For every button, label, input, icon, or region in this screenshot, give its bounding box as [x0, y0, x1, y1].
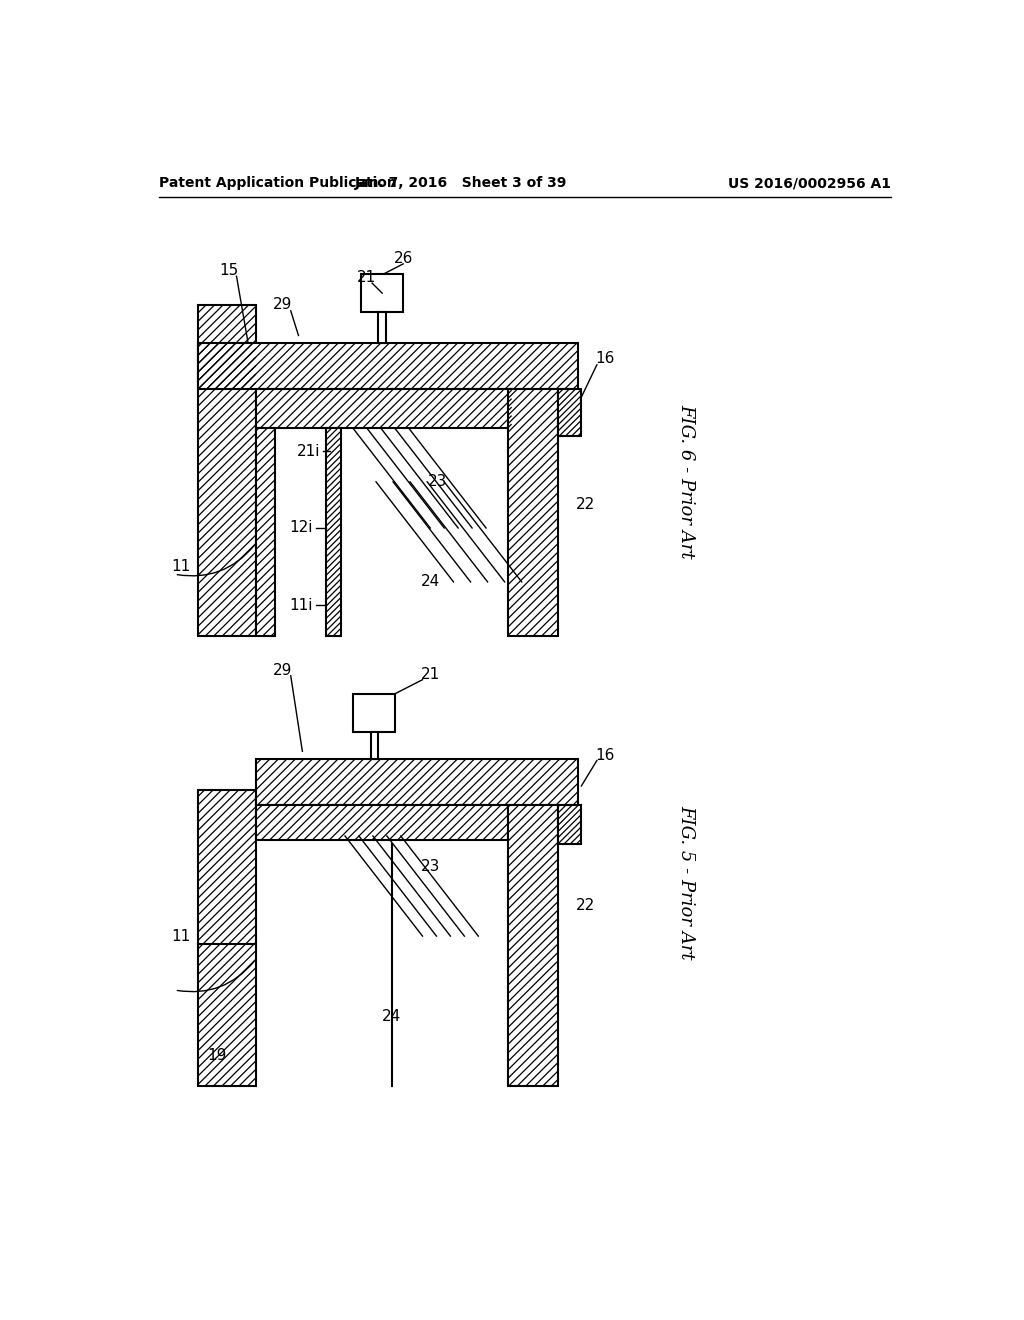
Text: 29: 29	[273, 663, 293, 678]
Text: 11i: 11i	[289, 598, 312, 612]
Bar	[508, 805, 558, 1086]
Bar	[256, 805, 508, 840]
Bar	[352, 693, 395, 733]
Text: 16: 16	[595, 351, 614, 366]
Text: 21i: 21i	[297, 444, 321, 458]
Text: 21: 21	[421, 667, 440, 682]
Bar	[198, 305, 256, 636]
Text: 12i: 12i	[289, 520, 312, 536]
Text: 19: 19	[208, 1048, 226, 1063]
Text: 22: 22	[575, 898, 595, 913]
Bar	[558, 805, 582, 843]
Text: Jan. 7, 2016   Sheet 3 of 39: Jan. 7, 2016 Sheet 3 of 39	[355, 176, 567, 190]
Text: 26: 26	[393, 251, 413, 267]
Bar	[256, 389, 512, 428]
Text: 22: 22	[575, 498, 595, 512]
Text: 23: 23	[428, 474, 447, 490]
Text: 23: 23	[421, 859, 440, 874]
Text: FIG. 5 - Prior Art: FIG. 5 - Prior Art	[677, 805, 695, 960]
Bar	[360, 275, 403, 313]
Text: 24: 24	[382, 1010, 401, 1024]
Text: 11: 11	[171, 928, 190, 944]
Bar	[558, 389, 582, 436]
Text: Patent Application Publication: Patent Application Publication	[159, 176, 396, 190]
Text: US 2016/0002956 A1: US 2016/0002956 A1	[728, 176, 891, 190]
Bar	[508, 389, 558, 636]
Bar	[198, 789, 256, 1086]
Bar	[256, 759, 578, 805]
Text: 11: 11	[171, 558, 190, 574]
Text: 16: 16	[595, 747, 614, 763]
Text: 29: 29	[273, 297, 293, 313]
Text: 21: 21	[357, 271, 377, 285]
Text: FIG. 6 - Prior Art: FIG. 6 - Prior Art	[677, 404, 695, 560]
Bar	[256, 428, 275, 636]
Bar	[326, 428, 341, 636]
Bar	[198, 343, 578, 389]
Bar	[371, 733, 378, 759]
Text: 15: 15	[219, 263, 239, 277]
Text: 24: 24	[421, 574, 440, 590]
Bar	[378, 313, 386, 343]
